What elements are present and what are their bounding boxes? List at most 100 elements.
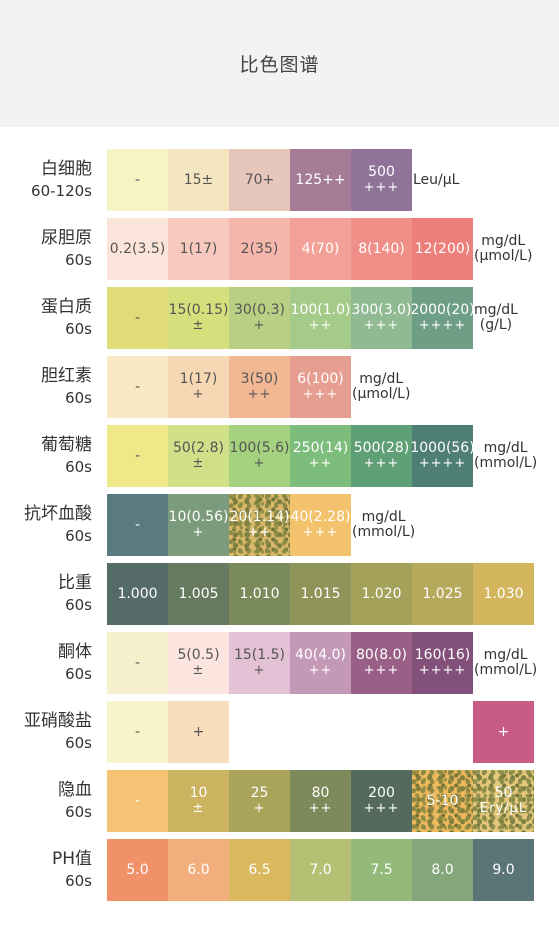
- test-time: 60s: [65, 389, 92, 407]
- color-swatch: 300(3.0) +++: [351, 287, 412, 349]
- color-swatch: 7.0: [290, 839, 351, 901]
- unit-text: (mmol/L): [474, 662, 538, 678]
- swatch-value: -: [134, 516, 141, 533]
- color-swatch: -: [107, 287, 168, 349]
- swatch-grade: ++++: [418, 663, 467, 678]
- color-swatch: 10(0.56) +: [168, 494, 229, 556]
- color-swatch: 1.030: [473, 563, 534, 625]
- test-time: 60s: [65, 803, 92, 821]
- unit-label: mg/dL (mmol/L): [352, 494, 415, 556]
- row-label: 酮体 60s: [0, 632, 92, 694]
- swatch-grade: ±: [192, 801, 205, 816]
- swatch-value: -: [134, 447, 141, 464]
- swatch-value: 1.015: [300, 585, 341, 602]
- chart-row: 尿胆原 60s 0.2(3.5) 1(17) 2(35) 4(70) 8(140) 12(20…: [0, 218, 559, 280]
- swatch-value: 40(2.28): [290, 509, 351, 525]
- chart-row: 比重 60s 1.000 1.005 1.010 1.015 1.020 1.025 1.030: [0, 563, 559, 625]
- chart-row: 亚硝酸盐 60s - + +: [0, 701, 559, 763]
- color-swatch: 1.000: [107, 563, 168, 625]
- chart-row: 白细胞 60-120s -15± 70+ 125++ 500 +++ Leu/μL: [0, 149, 559, 211]
- row-label: 亚硝酸盐 60s: [0, 701, 92, 763]
- color-swatch: 5(0.5) ±: [168, 632, 229, 694]
- swatch-value: 200: [368, 785, 395, 801]
- swatch-value: 7.5: [370, 861, 393, 878]
- swatch-value: 15(0.15): [168, 302, 229, 318]
- color-swatch: 2000(20) ++++: [412, 287, 473, 349]
- color-swatch: 1(17) +: [168, 356, 229, 418]
- color-swatch: 40(2.28) +++: [290, 494, 351, 556]
- swatch-value: 6(100): [297, 371, 344, 387]
- swatch-grade: +++: [363, 801, 400, 816]
- chart-row: 蛋白质 60s -15(0.15) ±30(0.3) +100(1.0) ++ 300(3.…: [0, 287, 559, 349]
- color-swatch: 250(14) ++: [290, 425, 351, 487]
- chart-row: 抗坏血酸 60s -10(0.56) +20(1.14) ++ 40(2.28) +++ mg…: [0, 494, 559, 556]
- swatch-value: 1(17): [179, 371, 218, 387]
- color-swatch: 125++: [290, 149, 351, 211]
- swatch-value: -: [134, 723, 141, 740]
- swatch-value: 15±: [183, 171, 214, 188]
- test-time: 60s: [65, 251, 92, 269]
- color-swatch: 5-10: [412, 770, 473, 832]
- swatch-grade: ++: [247, 387, 272, 402]
- test-time: 60s: [65, 596, 92, 614]
- chart-row: 隐血 60s -10 ±25 +80 ++ 200 +++ 5-10 50 Ery/μL: [0, 770, 559, 832]
- test-time: 60s: [65, 320, 92, 338]
- swatch-grade: +++: [302, 525, 339, 540]
- color-swatch: 15±: [168, 149, 229, 211]
- test-name: 白细胞: [41, 159, 92, 179]
- swatch-value: 1.005: [178, 585, 219, 602]
- swatch-grade: +: [253, 318, 266, 333]
- swatch-value: 500(28): [353, 440, 410, 456]
- color-swatch: 1.025: [412, 563, 473, 625]
- color-swatch: 1.010: [229, 563, 290, 625]
- unit-text: mg/dL: [474, 302, 518, 318]
- row-label: 尿胆原 60s: [0, 218, 92, 280]
- test-name: 酮体: [58, 642, 92, 662]
- unit-text: (μmol/L): [474, 248, 533, 264]
- swatch-value: 10: [189, 785, 208, 801]
- color-swatch: 200 +++: [351, 770, 412, 832]
- swatch-value: 1.010: [239, 585, 280, 602]
- unit-text: mg/dL: [483, 440, 528, 456]
- swatch-grade: +: [192, 525, 205, 540]
- swatch-value: 8(140): [358, 240, 405, 257]
- color-swatch: 15(0.15) ±: [168, 287, 229, 349]
- unit-label: mg/dL (mmol/L): [474, 425, 537, 487]
- color-swatch: 1000(56) ++++: [412, 425, 473, 487]
- swatch-value: 1000(56): [412, 440, 473, 456]
- color-swatch: 80(8.0) +++: [351, 632, 412, 694]
- swatch-grade: ++++: [418, 456, 467, 471]
- unit-label: mg/dL (g/L): [474, 287, 518, 349]
- unit-text: mg/dL: [483, 647, 528, 663]
- swatch-value: 0.2(3.5): [109, 240, 166, 257]
- color-swatch: 5.0: [107, 839, 168, 901]
- test-name: 隐血: [58, 780, 92, 800]
- color-swatch: 1.005: [168, 563, 229, 625]
- swatch-value: 1(17): [179, 240, 218, 257]
- swatch-value: 160(16): [414, 647, 471, 663]
- swatch-value: 15(1.5): [233, 647, 285, 663]
- color-swatch: 9.0: [473, 839, 534, 901]
- color-swatch: 8.0: [412, 839, 473, 901]
- swatch-value: 1.020: [361, 585, 402, 602]
- swatch-value: 50(2.8): [172, 440, 224, 456]
- swatch-grade: ±: [192, 318, 205, 333]
- swatch-grade: +: [253, 663, 266, 678]
- color-swatch: 8(140): [351, 218, 412, 280]
- color-swatch: 6.0: [168, 839, 229, 901]
- test-time: 60s: [65, 458, 92, 476]
- color-swatch: 25 +: [229, 770, 290, 832]
- swatch-value: +: [192, 723, 205, 740]
- chart-row: 酮体 60s -5(0.5) ±15(1.5) +40(4.0) ++ 80(8.0) +++…: [0, 632, 559, 694]
- swatch-value: 70+: [244, 171, 275, 188]
- swatch-value: 8.0: [431, 861, 454, 878]
- swatch-value: 25: [250, 785, 269, 801]
- swatch-value: 100(5.6): [229, 440, 290, 456]
- color-swatch: 2(35): [229, 218, 290, 280]
- swatch-value: 300(3.0): [351, 302, 412, 318]
- swatch-grade: +: [192, 387, 205, 402]
- swatch-value: 6.5: [248, 861, 271, 878]
- test-name: 亚硝酸盐: [24, 711, 92, 731]
- swatch-grade: ++: [308, 663, 333, 678]
- color-swatch: -: [107, 425, 168, 487]
